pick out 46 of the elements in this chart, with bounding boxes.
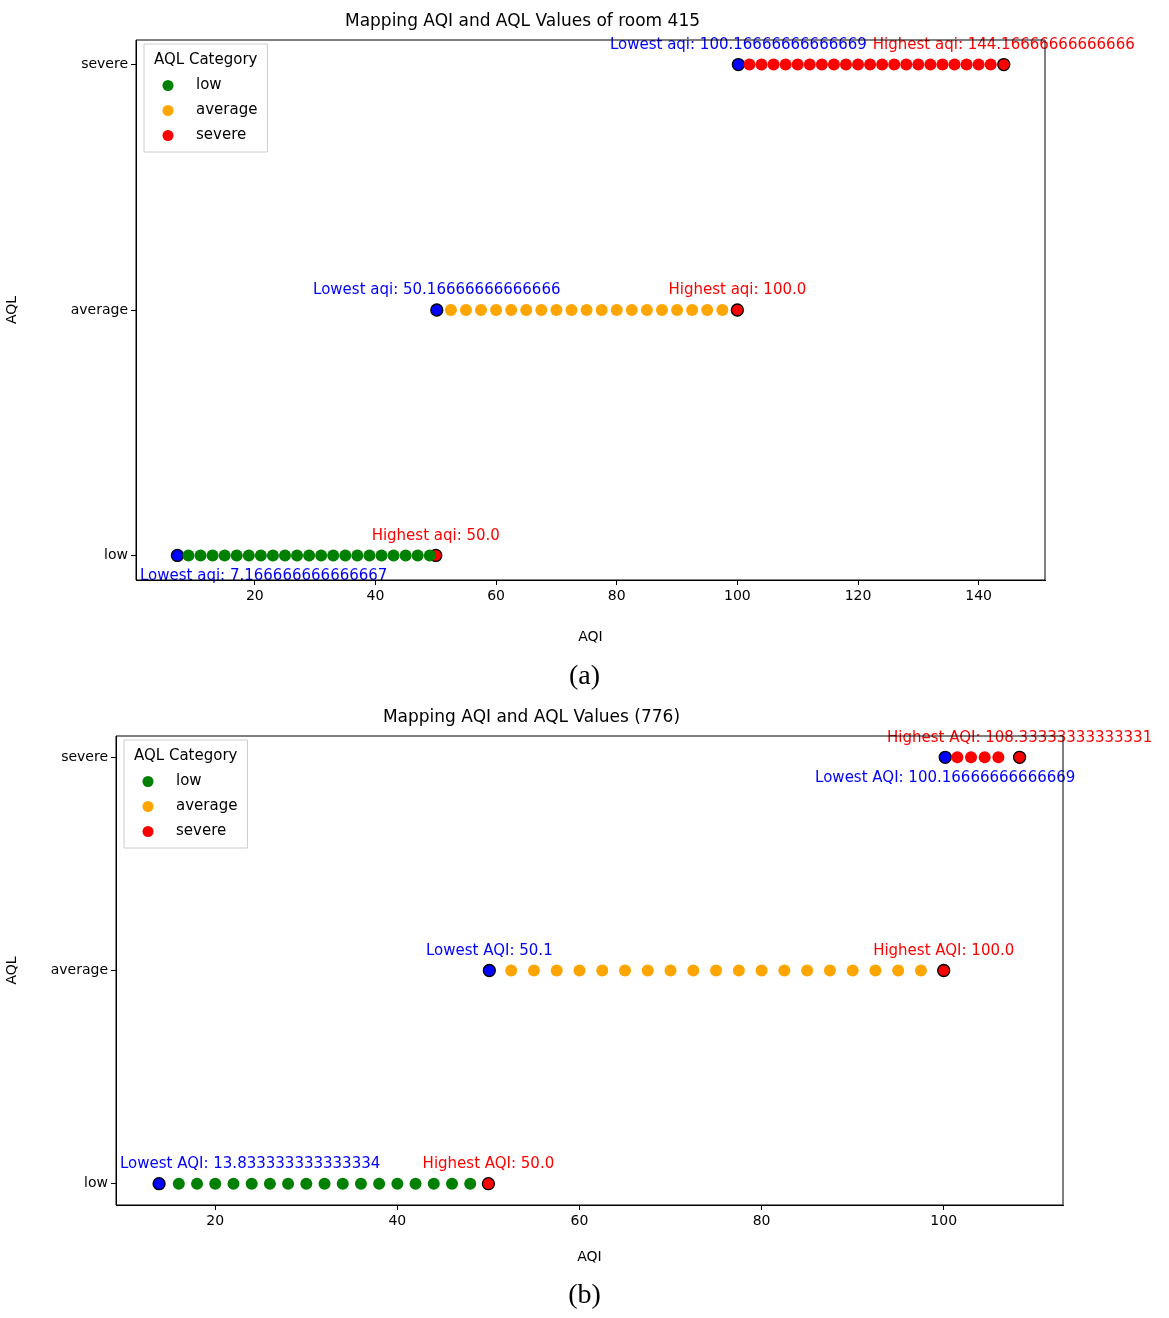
x-tick-label: 140 <box>965 587 993 604</box>
chart-title: Mapping AQI and AQL Values (776) <box>382 706 681 727</box>
x-tick-label: 40 <box>366 587 385 604</box>
y-tick-label: low <box>84 1174 108 1191</box>
x-tick-label: 20 <box>245 587 264 604</box>
legend-label: severe <box>176 821 227 840</box>
legend-label: average <box>176 796 238 815</box>
y-tick-label: low <box>104 546 128 563</box>
y-tick-label: severe <box>61 747 108 764</box>
x-tick-label: 120 <box>844 587 872 604</box>
x-tick-label: 80 <box>752 1212 771 1229</box>
data-label: Lowest AQI: 13.833333333333334 <box>120 1154 381 1173</box>
x-tick-label: 60 <box>487 587 506 604</box>
x-axis-title: AQI <box>577 1248 602 1265</box>
y-axis-title: AQL <box>3 956 20 985</box>
x-tick-label: 40 <box>388 1212 407 1229</box>
data-label: Lowest aqi: 50.16666666666666 <box>313 280 561 299</box>
x-tick-label: 60 <box>570 1212 589 1229</box>
data-label: Highest aqi: 100.0 <box>668 280 807 299</box>
x-tick-label: 20 <box>206 1212 225 1229</box>
y-axis-title: AQL <box>3 295 20 325</box>
data-label: Highest aqi: 50.0 <box>371 525 500 544</box>
legend-label: low <box>196 75 222 94</box>
legend-title: AQL Category <box>133 746 238 765</box>
y-tick-label: average <box>50 961 108 978</box>
x-tick-label: 100 <box>930 1212 958 1229</box>
data-label: Highest AQI: 108.33333333333331 <box>886 727 1153 746</box>
legend-label: low <box>176 771 202 790</box>
chart-title: Mapping AQI and AQL Values of room 415 <box>344 10 701 31</box>
data-label: Lowest aqi: 100.16666666666669 <box>609 34 867 53</box>
legend-label: average <box>196 100 258 119</box>
legend-label: severe <box>196 125 247 144</box>
data-label: Highest aqi: 144.16666666666666 <box>872 34 1135 53</box>
y-tick-label: severe <box>81 55 128 72</box>
data-label: Highest AQI: 50.0 <box>422 1154 555 1173</box>
legend-title: AQL Category <box>153 50 258 69</box>
x-tick-label: 100 <box>724 587 751 604</box>
data-label: Lowest AQI: 50.1 <box>425 940 553 959</box>
x-tick-label: 80 <box>607 587 626 604</box>
data-label: Lowest aqi: 7.166666666666667 <box>140 565 388 584</box>
text: (b) <box>567 1277 602 1311</box>
x-axis-title: AQI <box>578 628 603 645</box>
data-label: Highest AQI: 100.0 <box>873 940 1015 959</box>
text: (a) <box>567 658 602 692</box>
data-label: Lowest AQI: 100.16666666666669 <box>815 767 1076 786</box>
y-tick-label: average <box>70 300 128 317</box>
